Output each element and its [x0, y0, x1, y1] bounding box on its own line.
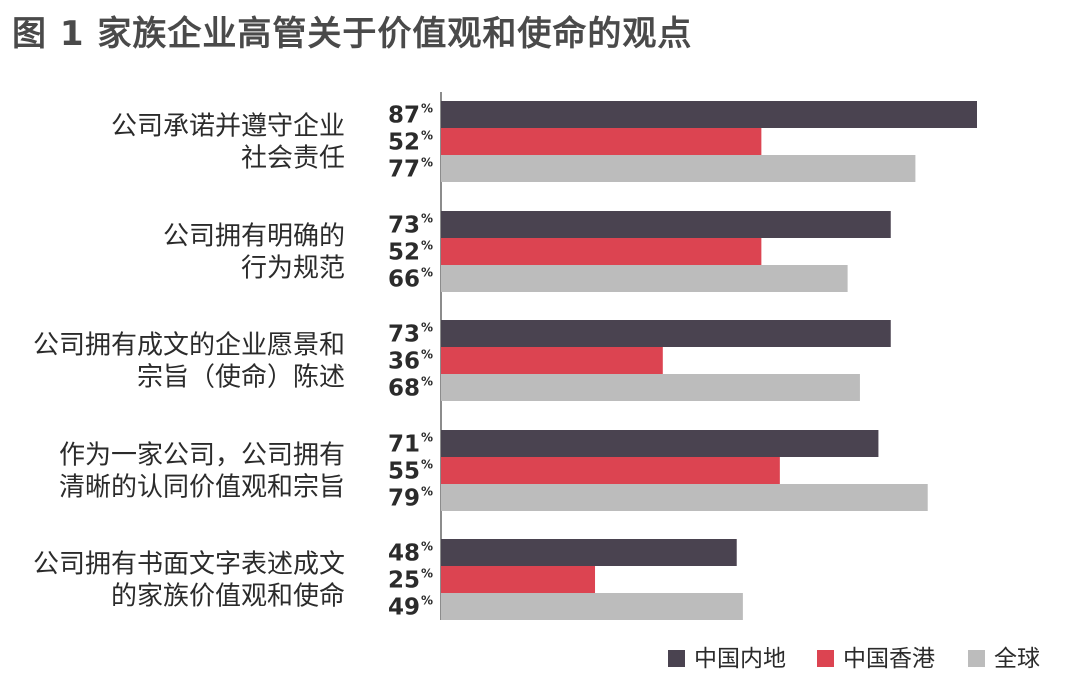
data-label: 68 — [388, 376, 420, 402]
data-label: 48 — [388, 541, 420, 567]
legend-swatch — [968, 650, 985, 667]
data-label-unit: % — [421, 212, 433, 226]
bar — [441, 101, 977, 128]
data-label-unit: % — [421, 321, 433, 335]
category-label: 行为规范 — [241, 254, 345, 284]
bar — [441, 128, 762, 155]
data-label: 87 — [388, 103, 420, 129]
data-label: 66 — [388, 267, 420, 293]
category-label: 公司拥有成文的企业愿景和 — [33, 331, 345, 361]
legend-label: 全球 — [994, 646, 1040, 672]
data-label: 25 — [388, 568, 420, 594]
data-label-unit: % — [421, 594, 433, 608]
legend-swatch — [817, 650, 834, 667]
bar — [441, 457, 780, 484]
bar — [441, 155, 916, 182]
data-label: 36 — [388, 349, 420, 375]
legend-swatch — [668, 650, 685, 667]
data-label: 52 — [388, 130, 420, 156]
chart-title: 图 1 家族企业高管关于价值观和使命的观点 — [12, 14, 693, 54]
data-label-unit: % — [421, 348, 433, 362]
category-label: 公司拥有明确的 — [163, 222, 345, 252]
category-label: 公司拥有书面文字表述成文 — [33, 550, 345, 580]
data-label: 49 — [388, 595, 420, 621]
data-label-unit: % — [421, 540, 433, 554]
bar — [441, 430, 879, 457]
data-label: 73 — [388, 213, 420, 239]
data-label: 55 — [388, 459, 420, 485]
data-label-unit: % — [421, 375, 433, 389]
data-label: 71 — [388, 432, 420, 458]
data-label-unit: % — [421, 266, 433, 280]
category-label: 清晰的认同价值观和宗旨 — [59, 473, 345, 503]
data-label-unit: % — [421, 458, 433, 472]
data-label-unit: % — [421, 485, 433, 499]
bar — [441, 211, 891, 238]
data-label-unit: % — [421, 156, 433, 170]
legend-label: 中国香港 — [843, 646, 935, 672]
data-label: 73 — [388, 322, 420, 348]
category-label: 作为一家公司，公司拥有 — [59, 441, 345, 471]
bar — [441, 539, 737, 566]
data-label-unit: % — [421, 129, 433, 143]
data-label: 77 — [388, 157, 420, 183]
bar — [441, 566, 596, 593]
bar — [441, 484, 928, 511]
data-label-unit: % — [421, 567, 433, 581]
bar — [441, 593, 743, 620]
data-label-unit: % — [421, 239, 433, 253]
legend: 中国内地 中国香港 全球 — [668, 646, 1040, 672]
data-label: 52 — [388, 240, 420, 266]
legend-label: 中国内地 — [694, 646, 786, 672]
data-label-unit: % — [421, 102, 433, 116]
data-label-unit: % — [421, 431, 433, 445]
bar — [441, 265, 848, 292]
category-label: 的家族价值观和使命 — [111, 582, 345, 612]
category-label: 社会责任 — [241, 144, 345, 174]
bar — [441, 347, 663, 374]
category-label: 公司承诺并遵守企业 — [111, 112, 345, 142]
category-label: 宗旨（使命）陈述 — [137, 363, 345, 393]
bars-layer — [440, 92, 977, 620]
bar — [441, 320, 891, 347]
data-label: 79 — [388, 486, 420, 512]
bar — [441, 238, 762, 265]
bar — [441, 374, 860, 401]
